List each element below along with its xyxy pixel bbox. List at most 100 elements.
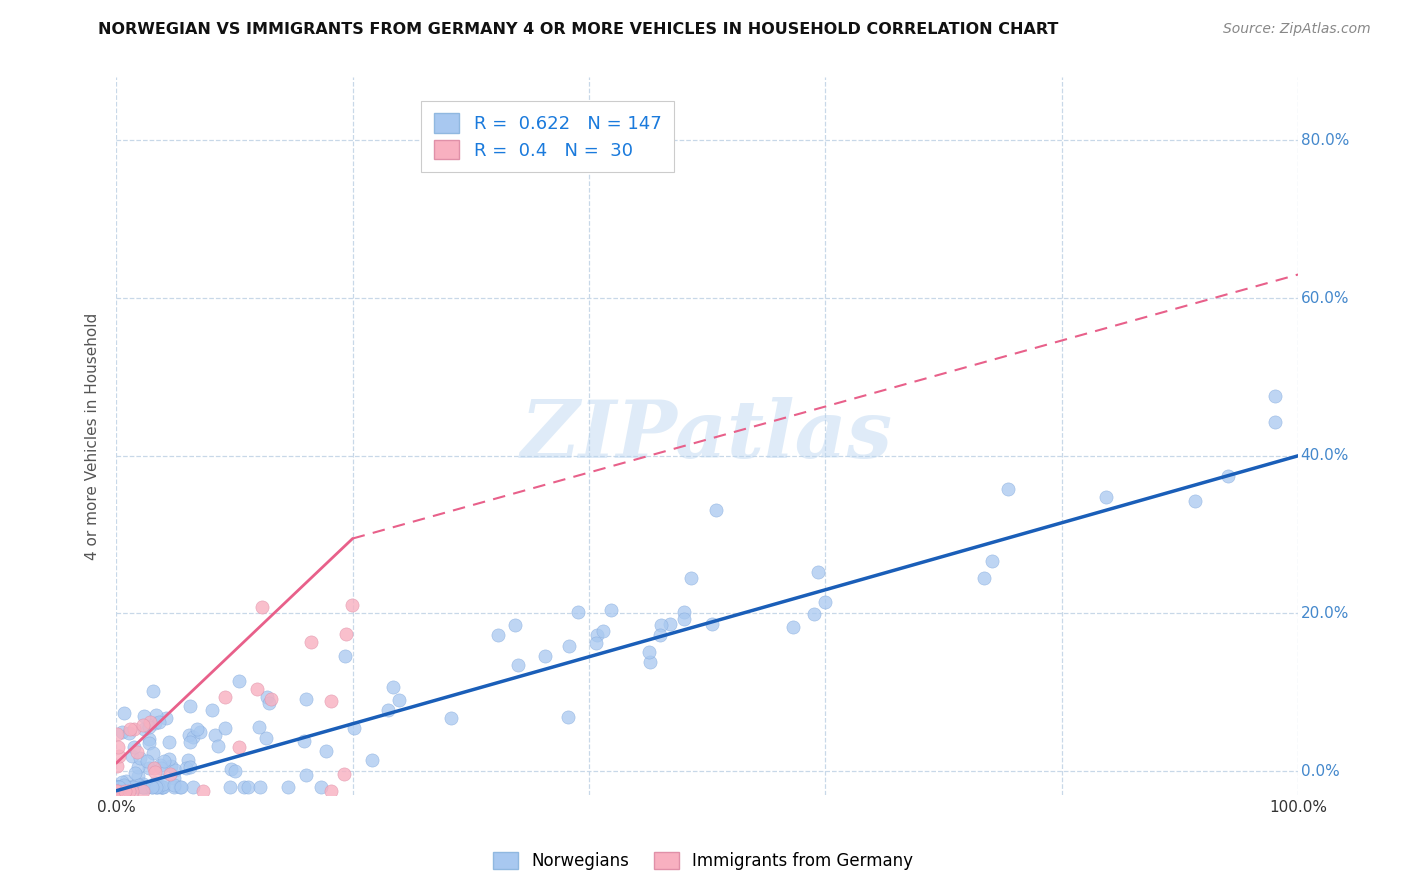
Point (108, 780, 131, 794)
Point (191, 783, 214, 797)
Point (585, 636, 607, 650)
Point (117, 780, 139, 794)
Point (1216, 468, 1239, 483)
Point (277, 780, 299, 794)
Point (233, 780, 256, 794)
Point (142, 683, 165, 698)
Point (143, 764, 166, 779)
Point (108, 780, 131, 794)
Point (143, 715, 166, 730)
Point (163, 780, 186, 794)
Point (672, 605, 695, 619)
Point (204, 728, 226, 742)
Text: ZIPatlas: ZIPatlas (522, 397, 893, 475)
Point (108, 748, 131, 763)
Point (600, 603, 623, 617)
Text: 20.0%: 20.0% (1301, 606, 1348, 621)
Point (134, 780, 156, 794)
Point (179, 699, 201, 714)
Point (981, 554, 1004, 568)
Point (132, 777, 155, 791)
Point (181, 780, 204, 794)
Point (558, 640, 581, 654)
Point (534, 649, 557, 664)
Point (1263, 389, 1285, 403)
Point (650, 618, 672, 632)
Point (107, 783, 129, 797)
Y-axis label: 4 or more Vehicles in Household: 4 or more Vehicles in Household (86, 312, 100, 559)
Point (107, 783, 129, 797)
Point (150, 780, 173, 794)
Point (249, 780, 271, 794)
Point (111, 780, 134, 794)
Point (138, 761, 160, 775)
Point (132, 709, 155, 723)
Point (228, 740, 250, 755)
Point (112, 778, 135, 792)
Point (135, 780, 157, 794)
Point (342, 598, 364, 612)
Point (114, 783, 136, 797)
Point (295, 692, 318, 706)
Point (309, 780, 332, 794)
Point (973, 571, 995, 585)
Point (107, 780, 129, 794)
Point (142, 746, 165, 760)
Point (201, 703, 224, 717)
Point (319, 694, 342, 708)
Point (295, 768, 318, 782)
Point (127, 745, 149, 759)
Point (803, 607, 825, 621)
Point (335, 627, 357, 641)
Point (142, 760, 165, 774)
Legend: Norwegians, Immigrants from Germany: Norwegians, Immigrants from Germany (486, 845, 920, 877)
Point (132, 722, 155, 736)
Point (388, 692, 411, 706)
Point (111, 775, 134, 789)
Point (997, 483, 1019, 497)
Point (145, 780, 167, 794)
Point (127, 770, 149, 784)
Point (131, 783, 153, 797)
Point (108, 780, 131, 794)
Point (377, 703, 399, 717)
Point (115, 780, 138, 794)
Point (157, 735, 180, 749)
Point (658, 617, 681, 632)
Point (138, 732, 160, 747)
Point (219, 762, 242, 776)
Point (150, 780, 173, 794)
Point (107, 780, 129, 794)
Point (152, 754, 174, 768)
Point (107, 780, 129, 794)
Point (186, 723, 208, 737)
Point (567, 605, 589, 619)
Point (557, 709, 579, 723)
Point (247, 720, 270, 734)
Point (592, 624, 614, 638)
Point (256, 690, 278, 704)
Point (115, 773, 138, 788)
Point (136, 780, 159, 794)
Point (176, 761, 198, 775)
Point (179, 735, 201, 749)
Point (138, 720, 160, 734)
Point (224, 764, 246, 778)
Point (150, 780, 173, 794)
Point (136, 755, 159, 769)
Point (112, 706, 135, 720)
Point (188, 724, 211, 739)
Point (148, 714, 170, 729)
Point (333, 648, 356, 663)
Point (111, 725, 134, 739)
Point (207, 739, 229, 753)
Point (638, 644, 661, 658)
Point (143, 776, 166, 790)
Point (112, 779, 135, 793)
Point (121, 749, 143, 764)
Point (122, 780, 145, 794)
Point (681, 571, 703, 585)
Point (107, 758, 129, 772)
Point (132, 780, 155, 794)
Point (117, 726, 139, 740)
